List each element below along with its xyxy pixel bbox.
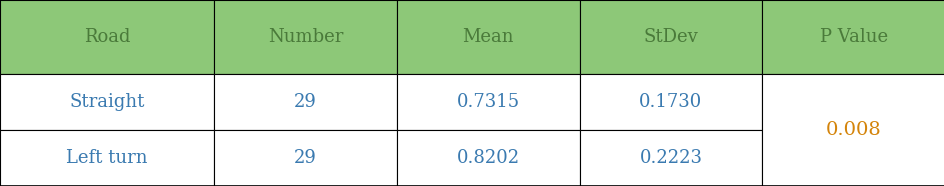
Text: StDev: StDev [643,28,698,46]
Bar [214,0,396,74]
Bar [214,130,396,186]
Bar [762,74,944,186]
Text: Left turn: Left turn [66,149,147,167]
Text: P Value: P Value [818,28,886,46]
Bar [762,0,944,74]
Bar [396,0,579,74]
Bar [0,74,214,130]
Text: 0.8202: 0.8202 [456,149,519,167]
Text: 0.2223: 0.2223 [639,149,701,167]
Bar [396,130,579,186]
Text: 0.008: 0.008 [825,121,881,139]
Bar [579,0,762,74]
Text: 0.7315: 0.7315 [456,93,519,111]
Bar [0,130,214,186]
Bar [579,74,762,130]
Text: Road: Road [84,28,130,46]
Text: 29: 29 [294,149,316,167]
Bar [396,74,579,130]
Text: Number: Number [267,28,343,46]
Bar [0,0,214,74]
Text: 29: 29 [294,93,316,111]
Bar [214,74,396,130]
Text: Mean: Mean [462,28,514,46]
Text: 0.1730: 0.1730 [638,93,701,111]
Bar [579,130,762,186]
Text: Straight: Straight [69,93,144,111]
